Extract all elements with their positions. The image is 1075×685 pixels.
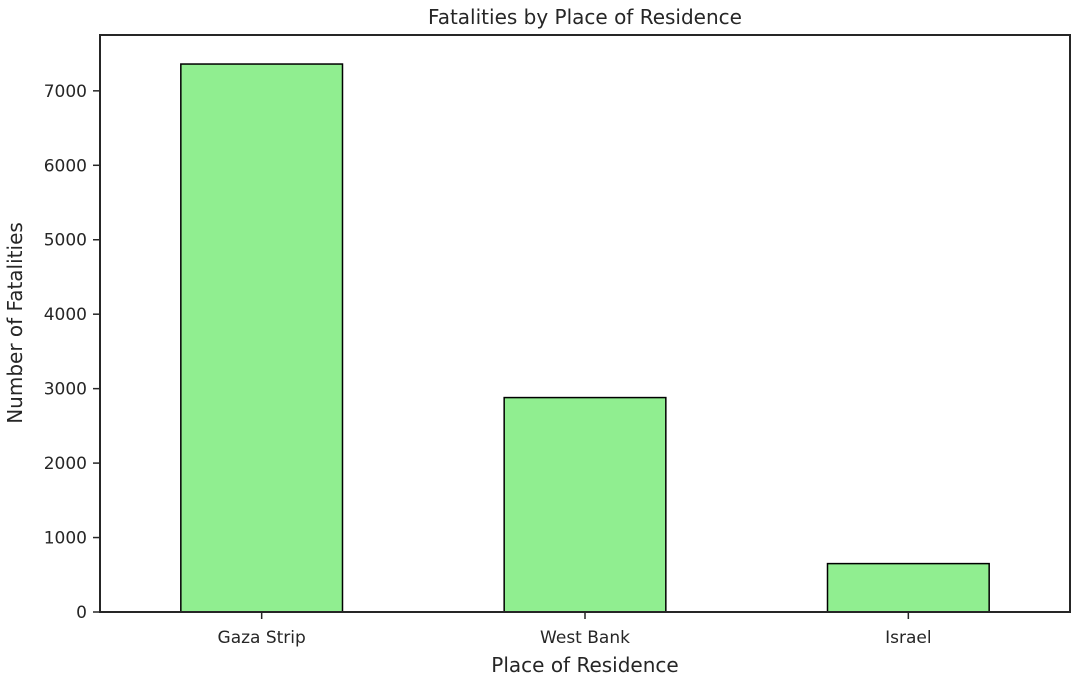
bars-group [180,63,990,613]
y-tick-label: 2000 [44,454,87,474]
y-tick-label: 4000 [44,305,87,325]
y-tick-label: 7000 [44,82,87,102]
x-tick-label: Gaza Strip [218,628,306,648]
y-tick-label: 3000 [44,380,87,400]
y-tick-label: 1000 [44,529,87,549]
x-tick-label: West Bank [540,628,630,648]
y-tick-label: 6000 [44,156,87,176]
bar-israel [826,562,990,613]
y-axis-ticks: 0 1000 2000 3000 4000 5000 6000 7000 [44,82,100,623]
y-axis-label: Number of Fatalities [3,222,27,424]
bar-west-bank [503,396,667,613]
plot-frame [99,34,1071,613]
chart-title: Fatalities by Place of Residence [428,5,742,29]
x-axis-ticks: Gaza Strip West Bank Israel [218,612,932,648]
x-axis-label: Place of Residence [491,653,678,677]
bar-gaza-strip [180,63,344,613]
x-tick-label: Israel [885,628,931,648]
y-tick-label: 5000 [44,231,87,251]
y-tick-label: 0 [76,603,87,623]
